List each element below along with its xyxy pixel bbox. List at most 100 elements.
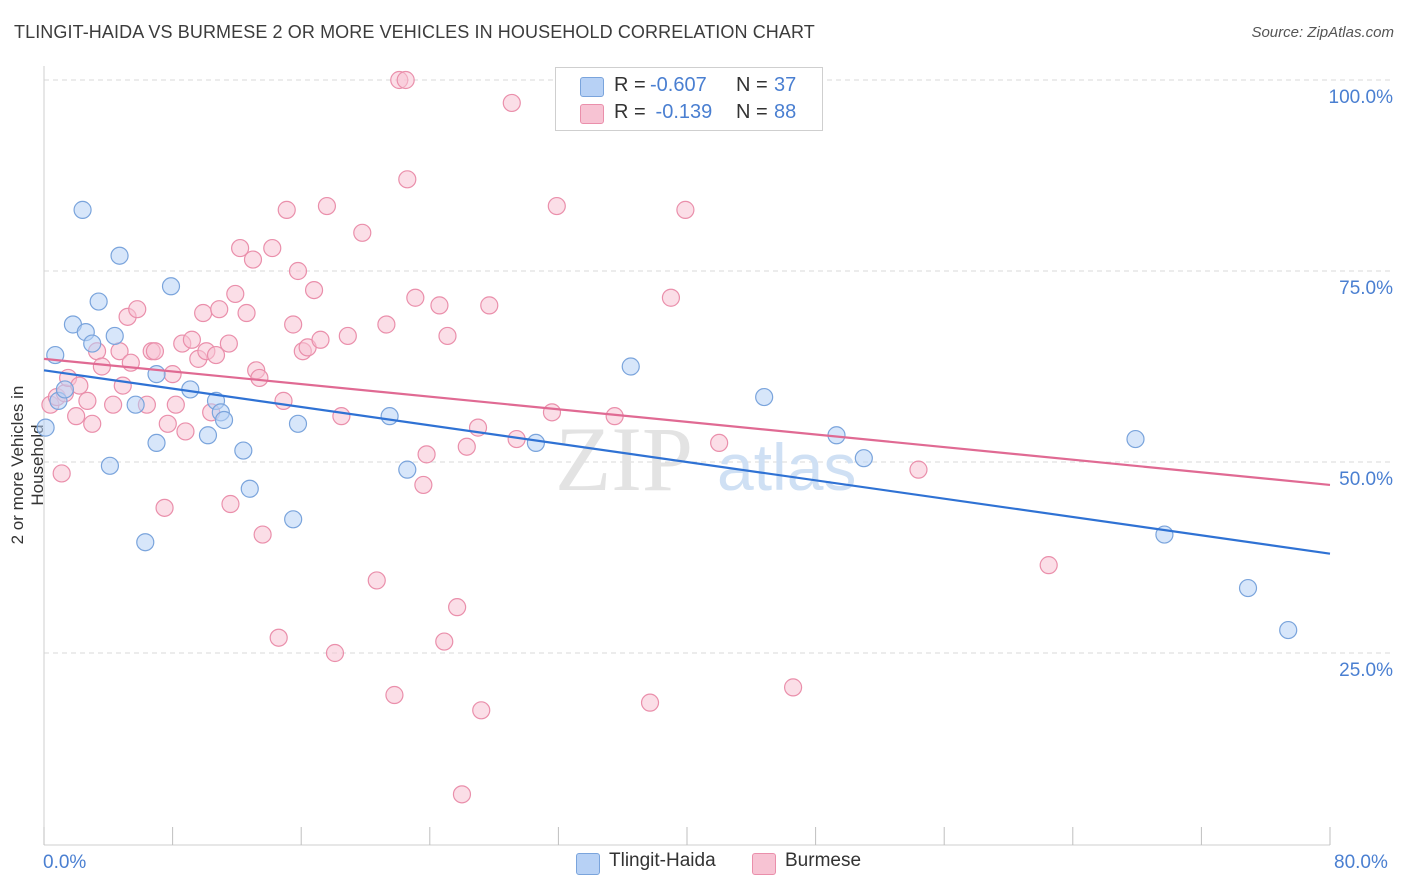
tlingit-haida-point [1126,429,1145,449]
tlingit-haida-point [100,456,120,475]
tlingit-haida-point [110,246,129,265]
burmese-point [396,70,415,90]
burmese-point [542,403,562,422]
burmese-point [250,368,269,388]
burmese-point [353,223,372,242]
burmese-point [78,391,97,410]
tlingit-haida-trend-line [43,369,1331,555]
axes [43,66,1331,846]
burmese-point [1039,556,1058,575]
burmese-point [83,414,102,433]
burmese-point [640,693,660,712]
burmese-point [547,196,566,216]
r-value: -0.607 [650,74,707,96]
chart-title: TLINGIT-HAIDA VS BURMESE 2 OR MORE VEHIC… [14,22,815,42]
burmese-point [472,701,491,720]
tlingit-haida-point [284,510,303,529]
tlingit-haida-point [136,533,155,552]
tlingit-haida-point [854,449,873,468]
burmese-point [274,391,293,410]
burmese-point [502,93,521,113]
tlingit-haida-point [288,414,308,433]
source-label: Source: ZipAtlas.com [1251,24,1394,41]
tlingit-haida-point [198,426,218,445]
burmese-point [206,345,226,365]
burmese-point [253,525,272,544]
burmese-point [457,437,476,456]
burmese-point [221,494,240,514]
tlingit-haida-point [147,433,166,452]
burmese-point [385,685,404,705]
burmese-point [104,395,123,414]
x-tick-label: 80.0% [1334,852,1388,873]
n-label: N = [736,74,774,96]
n-value: 88 [774,101,797,123]
blue-swatch [580,77,604,97]
grid-lines [44,79,1392,654]
r-value: -0.139 [650,101,713,123]
x-tick-label: 0.0% [43,852,87,873]
burmese-point [430,296,449,315]
legend-label-burmese: Burmese [785,850,862,871]
burmese-point [288,261,308,281]
burmese-point [480,296,499,315]
burmese-point [145,342,165,361]
burmese-point [163,365,182,384]
burmese-point [435,632,454,651]
tlingit-haida-point [83,334,102,353]
burmese-point [377,315,396,334]
legend-row-tlingit-haida: R = -0.607 N = 37 [556,74,822,100]
burmese-trend-line [43,357,1331,487]
r-label: R = [614,101,652,123]
n-label: N = [736,101,774,123]
burmese-point [155,498,174,517]
tlingit-haida-point [380,407,399,426]
legend-row-burmese: R = -0.139 N = 88 [556,101,822,127]
burmese-point [67,407,86,426]
tlingit-haida-point [161,277,181,296]
burmese-point [311,330,330,349]
tlingit-haida-point [55,380,74,399]
burmese-point [243,250,263,269]
burmese-point [304,281,324,300]
burmese-point [676,200,695,219]
tlingit-haida-point [240,479,259,498]
burmese-point [317,196,337,216]
stats-legend: R = -0.607 N = 37 R = -0.139 N = 88 [555,67,823,131]
tlingit-haida-point [621,357,640,376]
burmese-point [710,433,729,452]
burmese-point [338,326,357,346]
tlingit-haida-points [36,200,1298,640]
tlingit-haida-point [36,418,55,437]
burmese-point [237,303,256,323]
burmese-point [166,395,185,414]
burmese-point [332,407,351,426]
burmese-point [284,315,303,334]
burmese-point [231,238,250,258]
burmese-point [52,464,71,483]
tlingit-haida-point [234,441,253,460]
tlingit-haida-point [755,387,774,407]
burmese-point [448,598,467,617]
burmese-point [128,300,147,319]
legend-label-tlingit-haida: Tlingit-Haida [609,850,716,871]
burmese-point [661,288,681,307]
tlingit-haida-point [73,200,92,219]
tlingit-haida-point [89,292,108,311]
burmese-point [226,284,245,304]
burmese-point [263,238,282,258]
tlingit-haida-point [105,326,124,346]
burmese-point [219,334,238,353]
burmese-point [398,170,417,189]
y-tick-label: 25.0% [1339,660,1393,681]
trend-lines [43,357,1331,555]
burmese-point [406,288,425,307]
burmese-point [269,628,288,647]
burmese-point [783,678,803,697]
burmese-points [41,70,1058,804]
burmese-point [414,475,433,495]
burmese-point [182,330,201,349]
burmese-point [210,300,229,319]
burmese-point [367,571,386,590]
